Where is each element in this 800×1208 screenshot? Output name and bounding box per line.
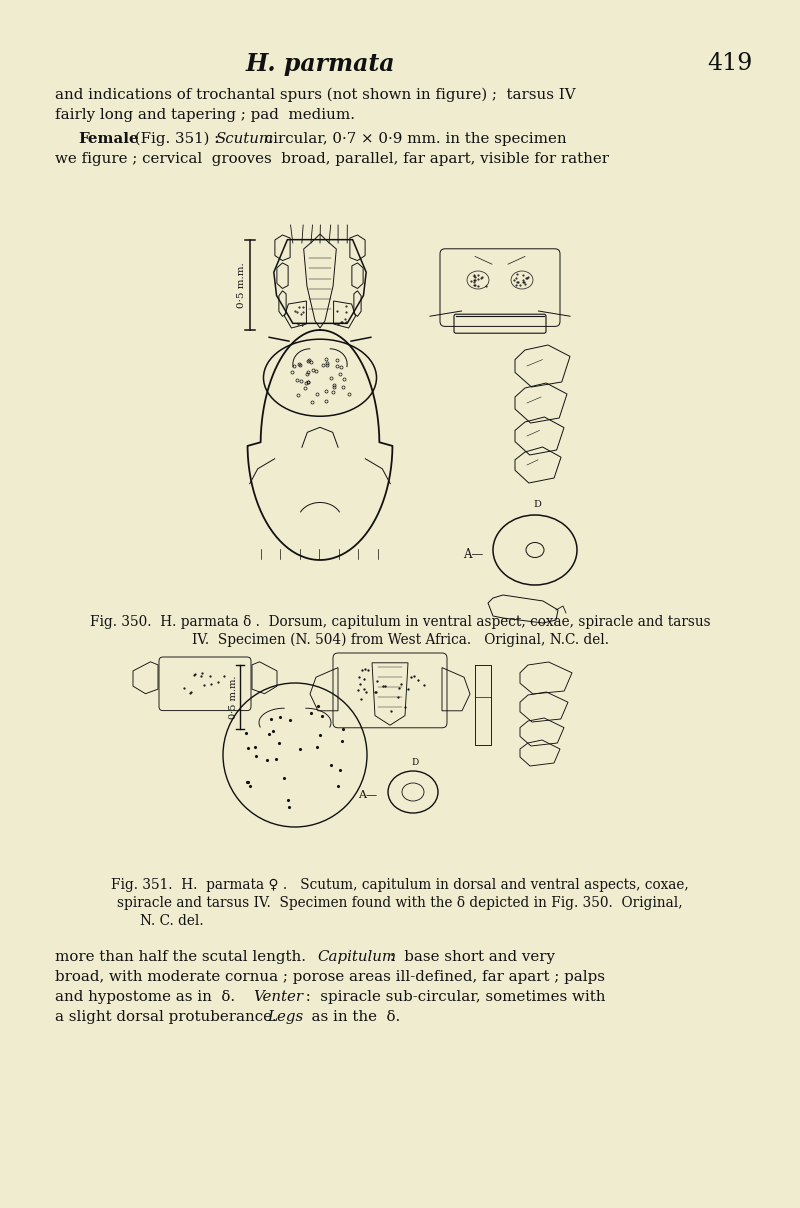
Text: Female: Female	[78, 132, 138, 146]
Text: more than half the scutal length.: more than half the scutal length.	[55, 949, 320, 964]
Text: and indications of trochantal spurs (not shown in figure) ;  tarsus IV: and indications of trochantal spurs (not…	[55, 88, 576, 103]
Text: we figure ; cervical  grooves  broad, parallel, far apart, visible for rather: we figure ; cervical grooves broad, para…	[55, 152, 609, 165]
Text: H. parmata: H. parmata	[246, 52, 394, 76]
Text: 419: 419	[707, 52, 753, 75]
Text: Legs: Legs	[267, 1010, 303, 1024]
Text: A—: A—	[358, 790, 377, 800]
Text: IV.  Specimen (N. 504) from West Africa.   Original, N.C. del.: IV. Specimen (N. 504) from West Africa. …	[191, 633, 609, 647]
Text: broad, with moderate cornua ; porose areas ill-defined, far apart ; palps: broad, with moderate cornua ; porose are…	[55, 970, 605, 985]
Text: Venter: Venter	[253, 991, 303, 1004]
Text: Fig. 350.  H. parmata δ .  Dorsum, capitulum in ventral aspect, coxae, spiracle : Fig. 350. H. parmata δ . Dorsum, capitul…	[90, 615, 710, 629]
Text: Scutum: Scutum	[216, 132, 274, 146]
Text: A—: A—	[463, 548, 483, 562]
Text: :  spiracle sub-circular, sometimes with: : spiracle sub-circular, sometimes with	[301, 991, 606, 1004]
Text: 0·5 m.m.: 0·5 m.m.	[229, 675, 238, 719]
Text: spiracle and tarsus IV.  Specimen found with the δ depicted in Fig. 350.  Origin: spiracle and tarsus IV. Specimen found w…	[117, 896, 683, 910]
Text: :  base short and very: : base short and very	[385, 949, 555, 964]
Text: 0·5 m.m.: 0·5 m.m.	[238, 262, 246, 308]
Text: and hypostome as in  δ.: and hypostome as in δ.	[55, 991, 254, 1004]
Text: D: D	[533, 500, 541, 509]
Text: a slight dorsal protuberance.: a slight dorsal protuberance.	[55, 1010, 291, 1024]
Text: (Fig. 351) :: (Fig. 351) :	[130, 132, 224, 146]
Text: fairly long and tapering ; pad  medium.: fairly long and tapering ; pad medium.	[55, 108, 355, 122]
Text: N. C. del.: N. C. del.	[140, 914, 204, 928]
Text: Fig. 351.  H.  parmata ♀ .   Scutum, capitulum in dorsal and ventral aspects, co: Fig. 351. H. parmata ♀ . Scutum, capitul…	[111, 878, 689, 892]
Text: as in the  δ.: as in the δ.	[302, 1010, 400, 1024]
Text: Capitulum: Capitulum	[317, 949, 396, 964]
Text: circular, 0·7 × 0·9 mm. in the specimen: circular, 0·7 × 0·9 mm. in the specimen	[260, 132, 566, 146]
Text: D: D	[411, 757, 418, 767]
